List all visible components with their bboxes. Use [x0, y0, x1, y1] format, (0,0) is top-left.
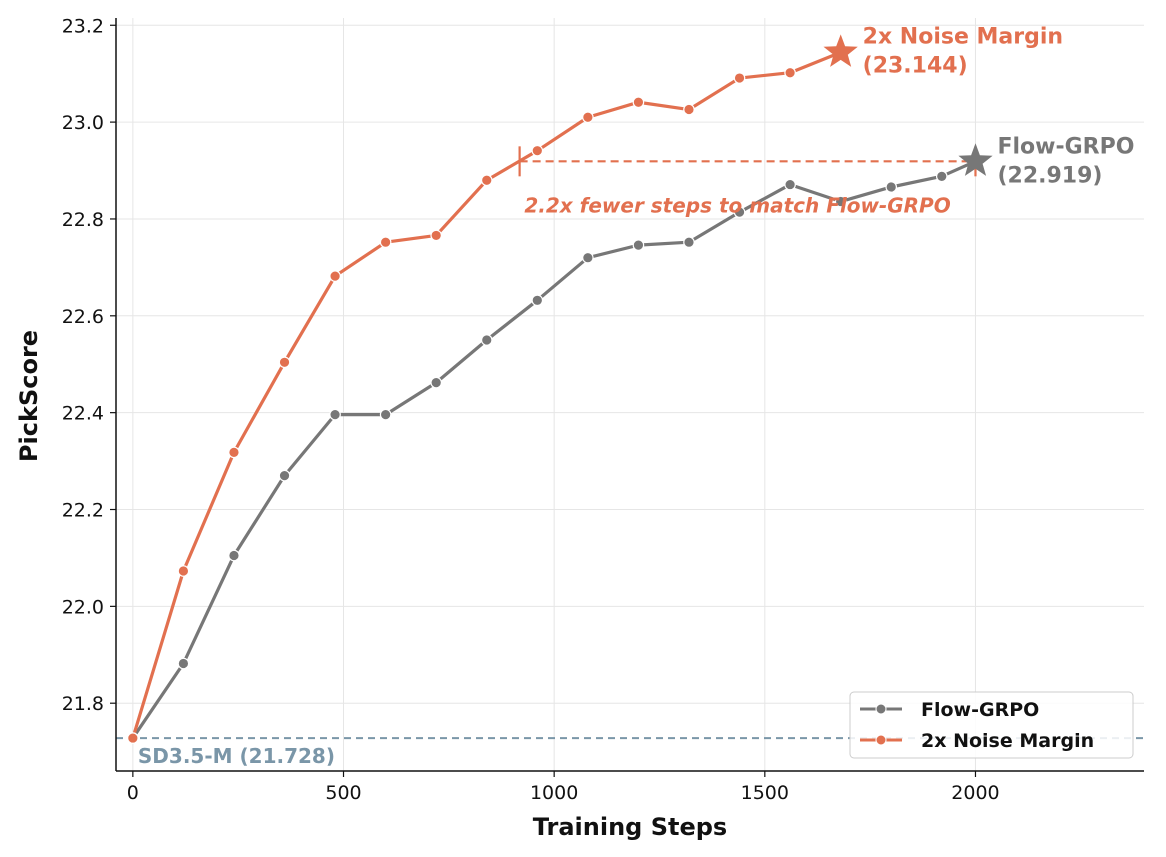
data-point	[531, 294, 544, 307]
y-tick-label: 22.6	[62, 306, 104, 328]
tick-labels: 0 500 1000 1500 2000 21.8 22.0 22.2 22.4 22.6 22.8…	[62, 15, 1000, 804]
data-point	[480, 334, 493, 346]
data-point	[632, 96, 645, 109]
y-tick-label: 22.8	[62, 209, 104, 231]
data-point	[632, 239, 645, 251]
data-point	[177, 657, 190, 670]
noise-margin-final-value: (23.144)	[863, 53, 968, 78]
data-point	[784, 66, 796, 79]
data-point	[480, 174, 493, 187]
noise-margin-final-star	[823, 34, 858, 67]
data-point	[278, 469, 291, 482]
x-tick-label: 1000	[530, 782, 578, 804]
data-point	[379, 236, 392, 249]
data-point	[228, 549, 240, 562]
y-tick-label: 22.0	[62, 596, 104, 618]
data-point	[885, 181, 898, 193]
grid-lines	[116, 18, 1144, 771]
y-tick-label: 23.2	[62, 15, 104, 37]
legend-marker-flow-grpo	[875, 703, 887, 715]
noise-margin-final-label: 2x Noise Margin	[863, 24, 1063, 49]
y-tick-label: 22.4	[62, 403, 104, 425]
flow-grpo-final-value: (22.919)	[997, 163, 1102, 188]
flow-grpo-final-label: Flow-GRPO	[997, 134, 1134, 159]
y-tick-label: 21.8	[62, 693, 104, 715]
annotation-layer: 2.2x fewer steps to match Flow-GRPO 2x No…	[518, 24, 1134, 217]
x-tick-label: 2000	[951, 782, 999, 804]
x-tick-label: 1500	[741, 782, 789, 804]
legend-label-noise-margin: 2x Noise Margin	[921, 730, 1094, 752]
data-point	[784, 178, 796, 191]
series-layer	[127, 46, 982, 744]
series-line-0	[131, 159, 977, 739]
data-point	[127, 732, 139, 744]
y-tick-label: 22.2	[62, 500, 104, 522]
data-point	[683, 236, 695, 249]
data-point	[733, 72, 746, 84]
data-point	[329, 408, 341, 421]
legend-box	[849, 691, 1134, 759]
y-axis-title: PickScore	[15, 330, 43, 462]
data-point	[228, 446, 240, 459]
data-point	[582, 251, 594, 264]
y-tick-label: 23.0	[62, 112, 104, 134]
data-point	[278, 356, 291, 369]
baseline-label: SD3.5-M (21.728)	[138, 744, 335, 768]
x-axis-title: Training Steps	[533, 813, 727, 841]
data-point	[379, 408, 392, 421]
data-point	[430, 376, 442, 389]
data-point	[834, 195, 847, 208]
data-point	[531, 144, 544, 157]
legend: Flow-GRPO 2x Noise Margin	[849, 691, 1134, 759]
match-annotation-text: 2.2x fewer steps to match Flow-GRPO	[524, 193, 950, 217]
series-line-1	[131, 50, 842, 739]
data-point	[430, 229, 442, 242]
data-point	[582, 111, 594, 124]
axes	[110, 18, 1144, 777]
x-tick-label: 500	[325, 782, 361, 804]
data-point	[683, 103, 695, 116]
legend-label-flow-grpo: Flow-GRPO	[921, 699, 1039, 721]
flow-grpo-final-star	[958, 143, 993, 176]
data-point	[177, 565, 190, 577]
data-point	[935, 170, 948, 183]
x-tick-label: 0	[127, 782, 139, 804]
data-point	[733, 206, 746, 218]
legend-marker-noise-margin	[875, 734, 887, 746]
data-point	[329, 270, 341, 282]
